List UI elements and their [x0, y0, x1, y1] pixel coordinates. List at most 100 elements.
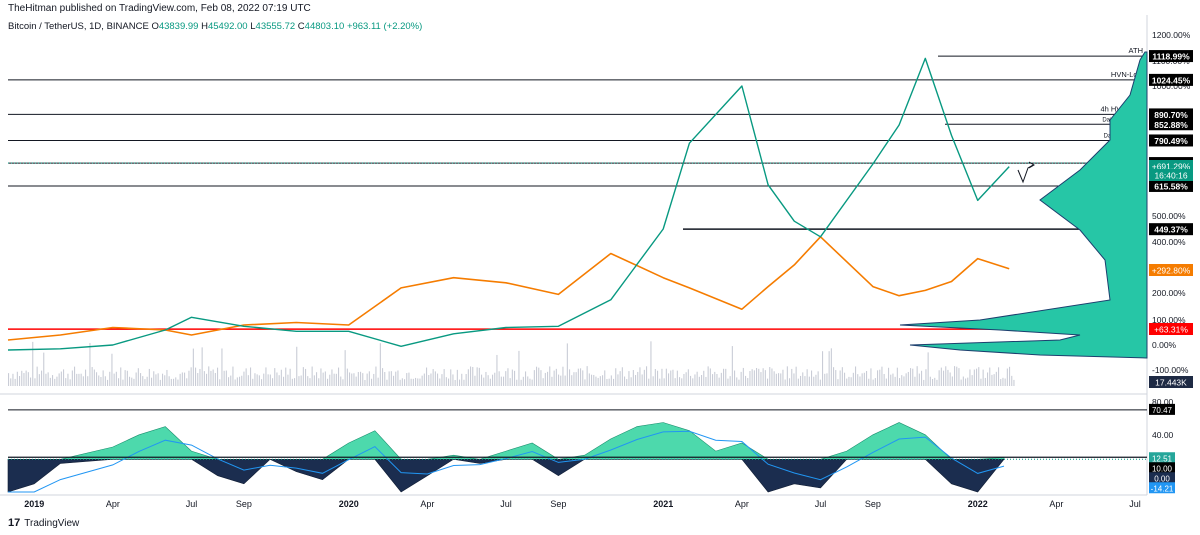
- volume-bar: [885, 378, 887, 386]
- volume-bar: [595, 376, 597, 386]
- volume-bar: [791, 368, 793, 386]
- osc-tick-label: 80.00: [1152, 397, 1174, 407]
- volume-bar: [210, 370, 212, 386]
- volume-bar: [749, 371, 751, 386]
- volume-bar: [973, 369, 975, 386]
- volume-bar: [879, 369, 881, 386]
- tradingview-logo-icon[interactable]: 17: [8, 517, 21, 529]
- volume-bar: [624, 376, 626, 386]
- volume-bar: [758, 368, 760, 386]
- volume-bar: [16, 371, 18, 386]
- volume-bar: [610, 375, 612, 386]
- volume-bar: [742, 367, 744, 386]
- volume-bar: [533, 370, 535, 386]
- volume-bar: [960, 379, 962, 386]
- volume-bar: [223, 370, 225, 386]
- volume-bar: [907, 371, 909, 386]
- osc-signal-line: [8, 430, 1005, 493]
- volume-bar: [718, 377, 720, 386]
- volume-bar: [764, 370, 766, 386]
- volume-bar: [452, 374, 454, 386]
- volume-bar: [74, 366, 76, 386]
- volume-bar: [608, 378, 610, 386]
- volume-bar: [956, 366, 958, 386]
- volume-bar: [800, 375, 802, 386]
- volume-bar: [815, 374, 817, 386]
- volume-bar: [775, 373, 777, 386]
- volume-bar: [639, 367, 641, 386]
- volume-bar: [287, 374, 289, 386]
- volume-bar: [540, 370, 542, 386]
- volume-bar: [894, 376, 896, 386]
- volume-bar: [485, 371, 487, 386]
- level-label: HVN-Low: [1111, 70, 1144, 79]
- volume-bar: [195, 367, 197, 386]
- volume-bar: [104, 376, 106, 386]
- volume-bar: [714, 371, 716, 386]
- time-axis[interactable]: 2019 Apr Jul Sep 2020 Apr Jul Sep 2021 Apr Jul Sep 2…: [24, 499, 1141, 509]
- volume-bar: [736, 377, 738, 386]
- volume-bar: [582, 370, 584, 386]
- volume-bar: [866, 370, 868, 386]
- volume-bar: [918, 373, 920, 386]
- volume-bar: [613, 378, 615, 386]
- volume-bar: [333, 373, 335, 386]
- volume-bar: [316, 372, 318, 386]
- volume-bar: [566, 343, 568, 386]
- volume-bar: [648, 378, 650, 386]
- volume-bar: [661, 368, 663, 386]
- volume-bar: [646, 366, 648, 386]
- volume-bar: [291, 378, 293, 386]
- volume-bar: [311, 366, 313, 386]
- volume-bar: [980, 378, 982, 386]
- volume-bar: [729, 376, 731, 386]
- volume-bar: [170, 378, 172, 386]
- volume-bar: [819, 379, 821, 386]
- volume-bar: [217, 367, 219, 386]
- time-tick-label: Apr: [420, 499, 434, 509]
- arrow-head: [1028, 161, 1035, 169]
- volume-bar: [1013, 379, 1015, 386]
- time-tick-label: 2022: [968, 499, 988, 509]
- volume-bar: [747, 378, 749, 386]
- osc-value-text: 70.47: [1152, 406, 1173, 415]
- volume-bar: [166, 369, 168, 386]
- volume-bar: [525, 371, 527, 386]
- volume-bar: [80, 373, 82, 386]
- volume-bar: [657, 370, 659, 386]
- volume-bar: [951, 376, 953, 386]
- volume-bar: [307, 376, 309, 386]
- volume-bar: [247, 375, 249, 386]
- symbol-title[interactable]: Bitcoin / TetherUS, 1D, BINANCE: [8, 21, 149, 32]
- volume-bar: [476, 367, 478, 386]
- volume-bar: [175, 377, 177, 386]
- price-axis[interactable]: 1200.00%1100.00%1000.00%500.00%400.00%20…: [1149, 30, 1193, 494]
- volume-bar: [65, 378, 67, 386]
- volume-bar: [188, 370, 190, 386]
- volume-bar: [738, 379, 740, 386]
- volume-bar: [529, 378, 531, 386]
- volume-bar: [808, 376, 810, 386]
- volume-bar: [377, 377, 379, 386]
- footer-brand[interactable]: TradingView: [24, 517, 80, 529]
- volume-bar: [806, 369, 808, 386]
- volume-bar: [837, 379, 839, 386]
- time-tick-label: 2021: [653, 499, 673, 509]
- volume-bar: [850, 377, 852, 386]
- volume-bar: [870, 368, 872, 386]
- volume-bar: [432, 369, 434, 386]
- volume-bar: [342, 379, 344, 386]
- volume-bar: [993, 374, 995, 386]
- volume-bar: [298, 376, 300, 386]
- volume-bar: [984, 377, 986, 386]
- volume-bar: [828, 351, 830, 386]
- volume-bar: [230, 375, 232, 386]
- volume-bar: [888, 367, 890, 386]
- volume-bar: [289, 368, 291, 386]
- volume-bar: [344, 350, 346, 386]
- volume-bar: [824, 373, 826, 386]
- volume-bar: [527, 376, 529, 386]
- volume-bar: [360, 371, 362, 386]
- volume-bar: [21, 370, 23, 386]
